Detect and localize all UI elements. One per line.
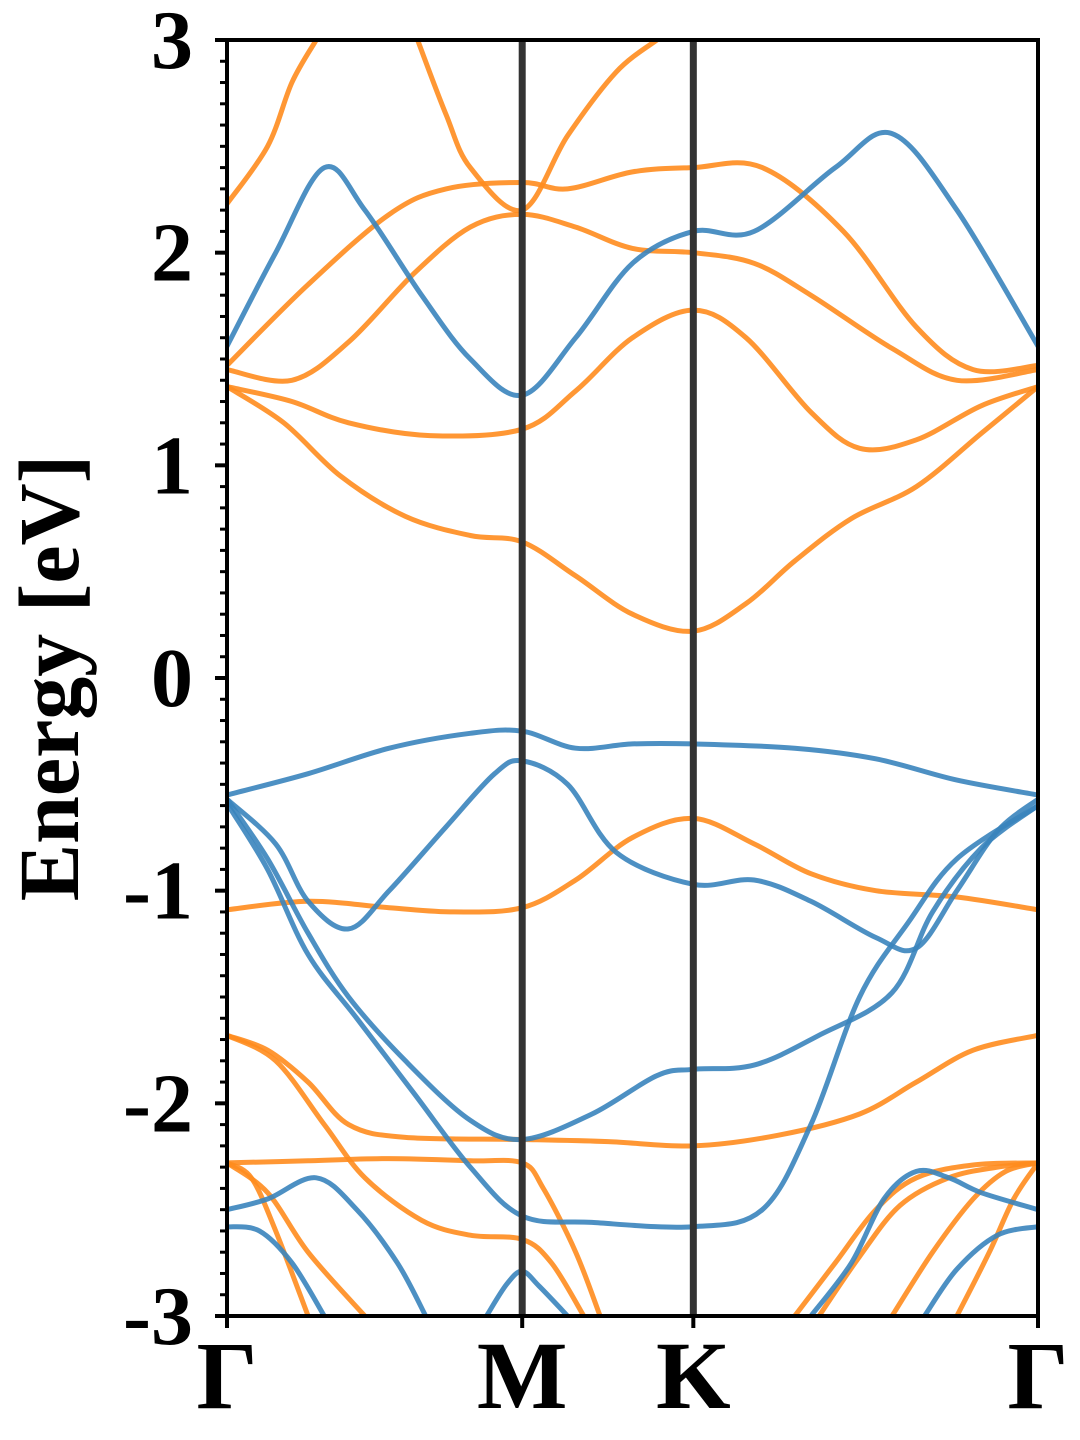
- orange-band-line: [792, 1160, 1038, 1316]
- orange-band-line: [227, 1160, 368, 1316]
- orange-band-line: [227, 307, 1038, 453]
- blue-band-line: [227, 727, 1038, 798]
- y-tick-label: 0: [151, 632, 193, 725]
- symmetry-lines: [518, 40, 697, 1316]
- orange-band-line: [816, 1160, 1038, 1316]
- y-tick-label: 3: [151, 0, 193, 87]
- blue-band-line: [227, 801, 1038, 1230]
- orange-band-line: [954, 1160, 1038, 1316]
- orange-band-line: [227, 1156, 603, 1316]
- y-tick-label: 1: [151, 419, 193, 512]
- blue-band-line: [227, 129, 1038, 398]
- orange-band-line: [227, 1032, 1038, 1149]
- y-tick-label: -2: [123, 1057, 193, 1150]
- blue-band-line: [227, 1175, 429, 1316]
- y-axis-ticks: -3 -2 -1 0 1 2 3: [123, 0, 227, 1363]
- blue-band-line: [227, 796, 1038, 1143]
- blue-band-line: [227, 758, 1038, 954]
- blue-band-line: [484, 1268, 571, 1316]
- x-tick-label: K: [656, 1322, 731, 1429]
- x-tick-label: M: [477, 1322, 568, 1429]
- y-tick-label: -1: [123, 845, 193, 938]
- blue-band-line: [922, 1224, 1038, 1316]
- y-tick-label: 2: [151, 207, 193, 300]
- orange-band-line: [227, 384, 1038, 634]
- orange-band-line: [889, 1160, 1038, 1316]
- y-axis-title: Energy [eV]: [1, 455, 97, 902]
- x-tick-label: Γ: [1007, 1322, 1068, 1429]
- orange-band-line: [227, 211, 1038, 384]
- x-tick-label: Γ: [196, 1322, 257, 1429]
- band-lines: [227, 40, 1038, 1316]
- blue-band-line: [227, 1224, 327, 1316]
- orange-band-line: [227, 1032, 587, 1316]
- y-tick-label: -3: [123, 1270, 193, 1363]
- orange-band-line: [227, 815, 1038, 915]
- orange-band-line: [227, 40, 319, 207]
- blue-band-line: [808, 1167, 1038, 1316]
